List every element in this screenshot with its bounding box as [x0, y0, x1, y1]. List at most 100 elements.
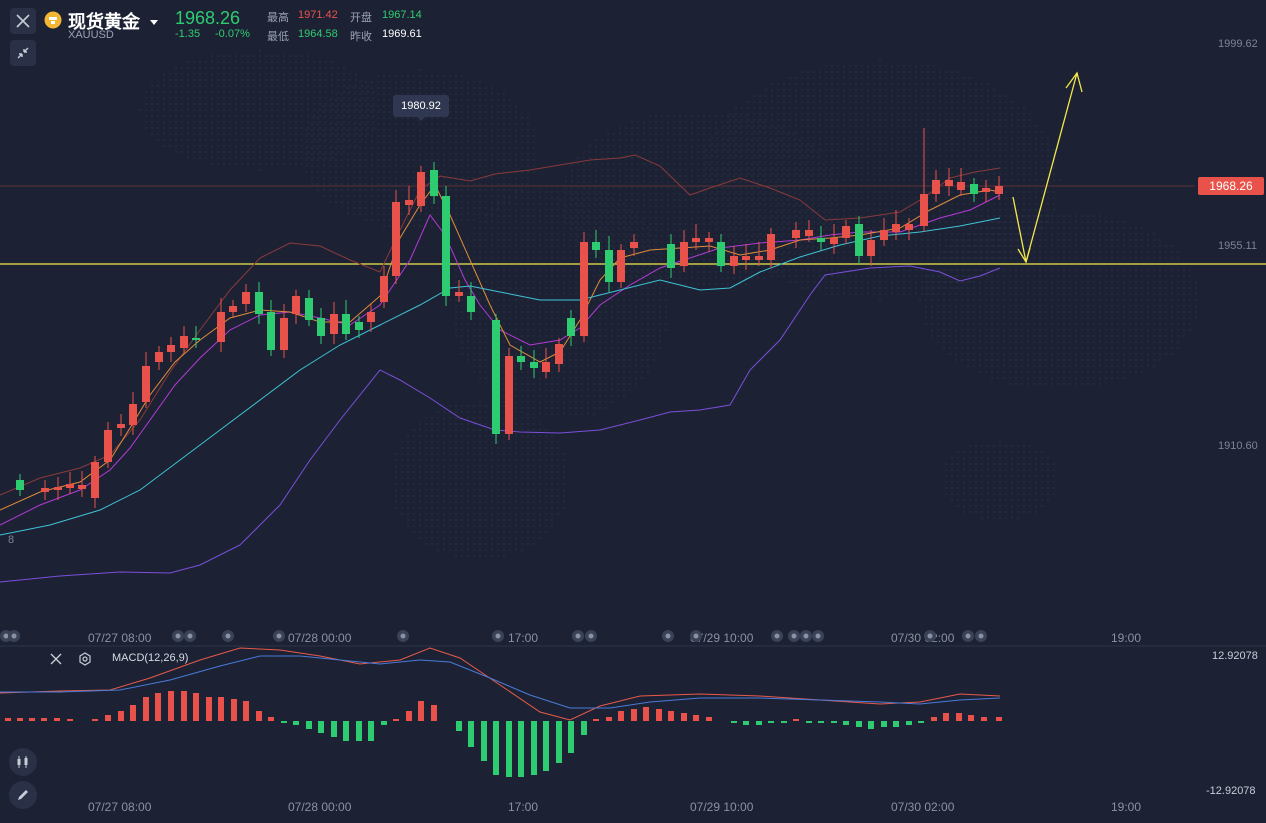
close-button[interactable]: [10, 8, 36, 34]
high-label: 最高: [267, 12, 289, 24]
candle: [455, 280, 463, 302]
macd-bar: [706, 717, 712, 721]
price-change-pct: -0.07%: [215, 28, 250, 40]
macd-bar: [996, 717, 1002, 721]
event-marker[interactable]: [662, 630, 674, 642]
event-marker[interactable]: [184, 630, 196, 642]
candle: [630, 234, 638, 256]
indicator-settings-button[interactable]: [78, 652, 92, 671]
event-marker[interactable]: [800, 630, 812, 642]
macd-bar: [243, 701, 249, 721]
close-icon: [50, 653, 62, 665]
instrument-name[interactable]: 现货黄金: [68, 8, 159, 34]
candle: [842, 220, 850, 244]
macd-bar: [881, 721, 887, 727]
candle: [280, 304, 288, 358]
macd-bar: [318, 721, 324, 733]
time-label-macd-1: 07/27 08:00: [88, 800, 152, 814]
candlestick-icon: [17, 756, 28, 768]
draw-tool-button[interactable]: [9, 781, 37, 809]
candle: [717, 234, 725, 272]
macd-bar: [943, 713, 949, 721]
macd-bar: [181, 691, 187, 721]
event-marker[interactable]: [975, 630, 987, 642]
event-marker[interactable]: [172, 630, 184, 642]
macd-bar: [130, 705, 136, 721]
close-indicator-button[interactable]: [49, 652, 63, 671]
event-marker[interactable]: [788, 630, 800, 642]
gear-icon: [79, 652, 91, 666]
candle: [957, 168, 965, 196]
event-marker[interactable]: [222, 630, 234, 642]
candle: [680, 230, 688, 272]
macd-bar: [793, 719, 799, 721]
low-value: 1964.58: [298, 28, 338, 40]
candle: [817, 226, 825, 250]
event-marker[interactable]: [8, 630, 20, 642]
macd-bar: [256, 711, 262, 721]
macd-bar: [206, 697, 212, 721]
candle: [142, 352, 150, 408]
event-marker[interactable]: [492, 630, 504, 642]
candle: [855, 216, 863, 264]
candle-type-button[interactable]: [9, 748, 37, 776]
event-marker[interactable]: [924, 630, 936, 642]
candle: [167, 337, 175, 362]
macd-bar: [493, 721, 499, 775]
macd-bar: [906, 721, 912, 725]
macd-bar: [406, 711, 412, 721]
macd-bar: [331, 721, 337, 737]
candle: [330, 302, 338, 344]
candle: [380, 266, 388, 308]
macd-bar: [868, 721, 874, 729]
forecast-arrows: [1012, 71, 1083, 264]
event-marker[interactable]: [572, 630, 584, 642]
event-marker[interactable]: [962, 630, 974, 642]
event-marker[interactable]: [812, 630, 824, 642]
max-price-tooltip: 1980.92: [393, 95, 449, 117]
candle: [342, 300, 350, 340]
candle: [292, 290, 300, 324]
event-marker[interactable]: [690, 630, 702, 642]
macd-bar: [568, 721, 574, 753]
candle: [567, 310, 575, 346]
candle: [229, 300, 237, 318]
macd-bar: [731, 721, 737, 723]
candle: [317, 308, 325, 344]
ma-cyan-line: [0, 217, 1001, 536]
candle: [54, 477, 62, 500]
macd-bar: [67, 719, 73, 721]
event-markers[interactable]: [0, 628, 1266, 644]
macd-histogram: [5, 691, 1002, 777]
macd-bar: [431, 705, 437, 721]
macd-bar: [681, 713, 687, 721]
macd-bar: [918, 721, 924, 723]
candle: [667, 234, 675, 278]
macd-bar: [468, 721, 474, 747]
event-marker[interactable]: [273, 630, 285, 642]
event-marker[interactable]: [771, 630, 783, 642]
collapse-button[interactable]: [10, 40, 36, 66]
macd-bar: [593, 719, 599, 721]
macd-bar: [231, 699, 237, 721]
macd-bar: [631, 709, 637, 721]
candle: [217, 298, 225, 352]
macd-bar: [618, 711, 624, 721]
macd-bar: [806, 721, 812, 723]
macd-bar: [531, 721, 537, 775]
time-label-main-2: 07/28 00:00: [288, 631, 352, 645]
macd-bar: [543, 721, 549, 771]
event-marker[interactable]: [397, 630, 409, 642]
macd-bar: [343, 721, 349, 741]
candle: [505, 348, 513, 440]
event-marker[interactable]: [585, 630, 597, 642]
candle: [367, 304, 375, 332]
candle: [255, 282, 263, 324]
candle: [905, 218, 913, 240]
macd-bar: [693, 715, 699, 721]
macd-bar: [143, 697, 149, 721]
macd-bar: [268, 717, 274, 721]
macd-bar: [481, 721, 487, 761]
time-label-main-1: 07/27 08:00: [88, 631, 152, 645]
